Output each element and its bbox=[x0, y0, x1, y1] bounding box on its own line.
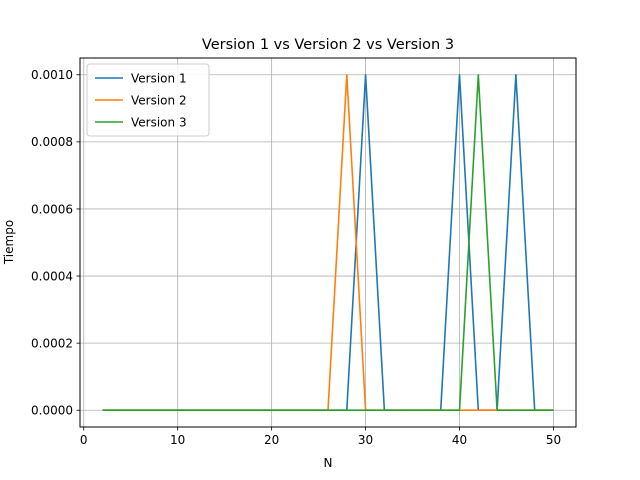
x-tick-label: 0 bbox=[80, 433, 88, 447]
x-axis-label: N bbox=[324, 456, 333, 470]
y-axis-label: Tiempo bbox=[2, 220, 16, 265]
y-tick-label: 0.0004 bbox=[31, 269, 73, 283]
series-lines bbox=[102, 73, 554, 412]
y-tick-label: 0.0002 bbox=[31, 336, 73, 350]
y-tick-label: 0.0008 bbox=[31, 135, 73, 149]
y-tick-label: 0.0006 bbox=[31, 202, 73, 216]
x-tick-label: 20 bbox=[264, 433, 279, 447]
legend-label-2: Version 2 bbox=[131, 94, 187, 108]
legend-label-3: Version 3 bbox=[131, 116, 187, 130]
chart-title: Version 1 vs Version 2 vs Version 3 bbox=[202, 37, 454, 53]
axes: 0 10 20 30 40 50 0.0000 0.0002 0.0004 0.0006 0.000… bbox=[31, 68, 561, 447]
legend: Version 1 Version 2 Version 3 bbox=[86, 63, 210, 137]
x-tick-label: 50 bbox=[546, 433, 561, 447]
plot-frame bbox=[79, 57, 577, 428]
legend-label-1: Version 1 bbox=[131, 72, 187, 86]
y-tick-label: 0.0000 bbox=[31, 404, 73, 418]
x-tick-label: 40 bbox=[452, 433, 467, 447]
y-tick-label: 0.0010 bbox=[31, 68, 73, 82]
x-tick-label: 30 bbox=[358, 433, 373, 447]
legend-box bbox=[86, 63, 210, 137]
series-line-3 bbox=[102, 73, 554, 412]
x-tick-label: 10 bbox=[170, 433, 185, 447]
